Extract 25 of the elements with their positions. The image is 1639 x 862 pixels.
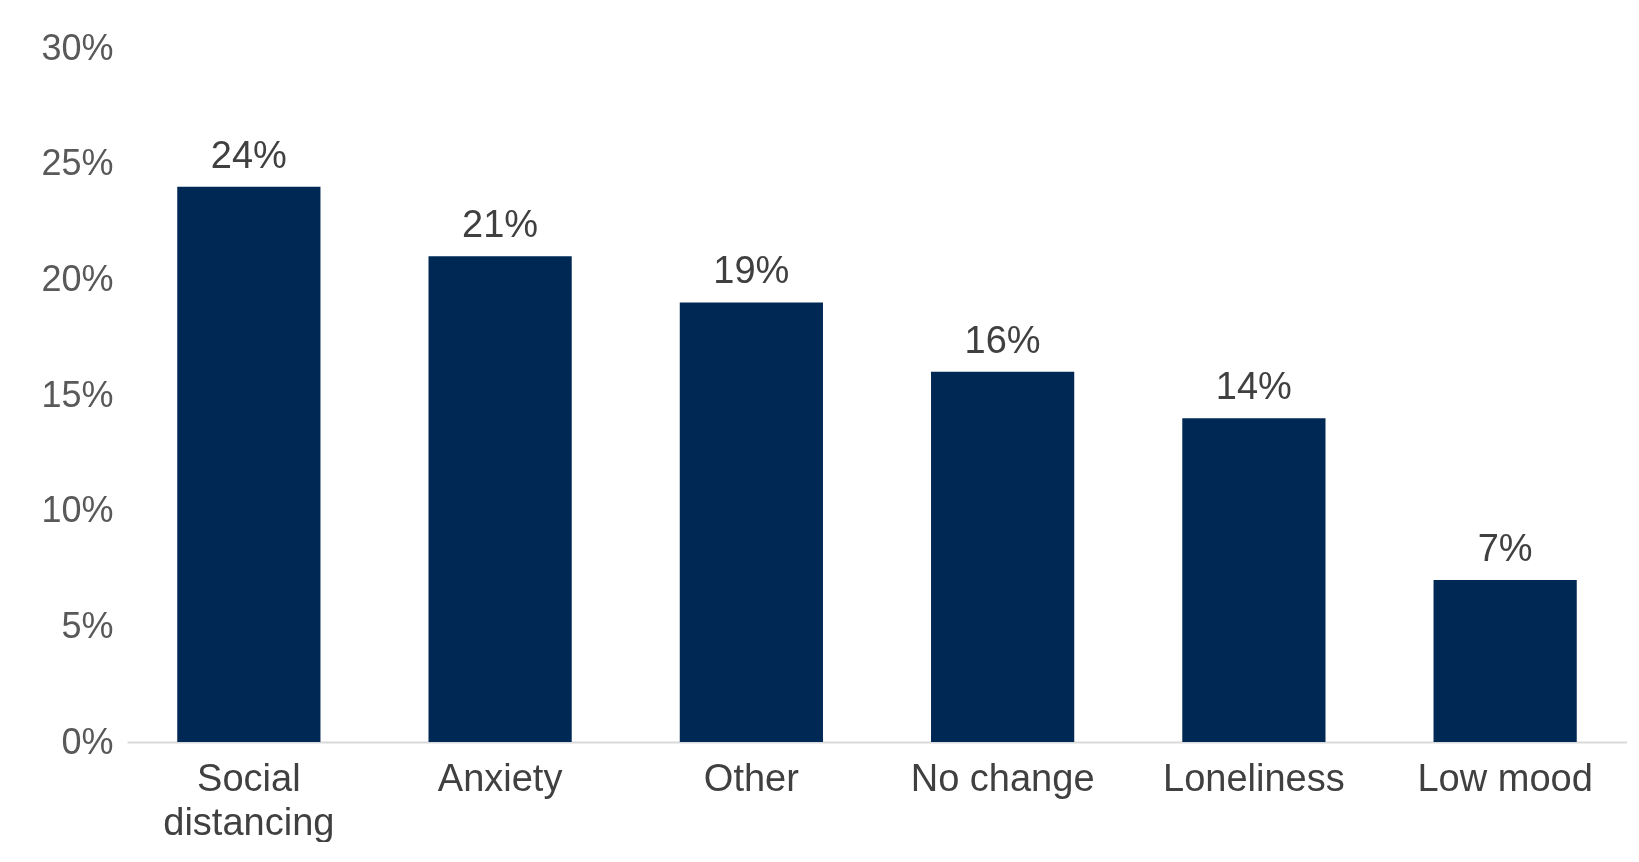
y-tick-label: 10% xyxy=(41,489,114,531)
y-tick-label: 25% xyxy=(41,142,114,184)
y-tick-label: 0% xyxy=(61,720,114,762)
bar xyxy=(931,371,1075,742)
data-label: 16% xyxy=(964,318,1041,361)
data-label: 7% xyxy=(1477,527,1533,570)
y-tick-label: 5% xyxy=(61,604,114,646)
x-tick-label: Loneliness xyxy=(1163,756,1345,799)
data-label: 14% xyxy=(1215,365,1292,408)
data-label: 21% xyxy=(462,203,539,246)
bar xyxy=(1182,418,1326,742)
y-tick-label: 20% xyxy=(41,257,114,299)
x-tick-label: Anxiety xyxy=(437,756,563,799)
data-label: 19% xyxy=(713,249,790,292)
x-tick-label: No change xyxy=(910,756,1095,799)
data-label: 24% xyxy=(210,133,287,176)
y-tick-label: 30% xyxy=(41,26,114,68)
bar xyxy=(1433,580,1577,742)
y-tick-label: 15% xyxy=(41,373,114,415)
bar xyxy=(177,186,321,742)
x-tick-label: Social distancing xyxy=(163,756,335,843)
bar xyxy=(428,256,572,742)
bar xyxy=(679,302,823,742)
x-tick-label: Low mood xyxy=(1417,756,1593,799)
x-tick-label: Other xyxy=(703,756,800,799)
